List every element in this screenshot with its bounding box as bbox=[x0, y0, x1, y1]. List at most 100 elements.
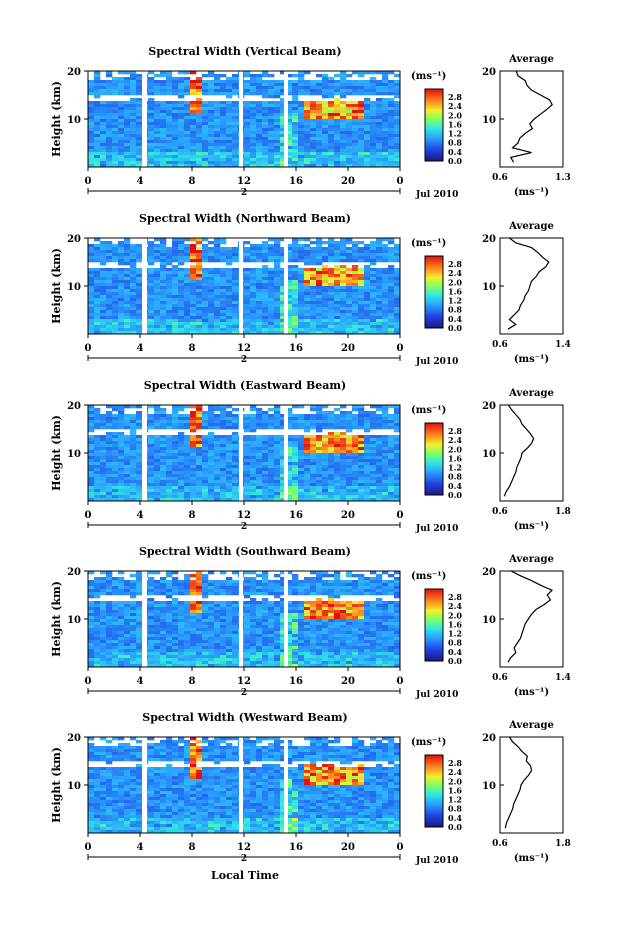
avg-x-tick-label: 1.4 bbox=[555, 340, 571, 350]
heatmap bbox=[88, 737, 401, 834]
avg-y-tick-label: 20 bbox=[482, 234, 496, 245]
data-gap bbox=[284, 405, 288, 501]
y-axis-label: Height (km) bbox=[50, 81, 63, 157]
avg-y-tick-label: 10 bbox=[482, 449, 496, 460]
y-axis-label: Height (km) bbox=[50, 747, 63, 823]
y-tick-label: 10 bbox=[67, 615, 81, 626]
average-title: Average bbox=[508, 720, 554, 731]
colorbar-tick-label: 2.4 bbox=[448, 435, 462, 445]
colorbar bbox=[424, 255, 444, 329]
x-tick-label: 0 bbox=[85, 510, 92, 521]
x-axis-label: Local Time bbox=[211, 869, 279, 882]
avg-x-tick-label: 1.3 bbox=[555, 173, 571, 183]
colorbar-tick-label: 2.8 bbox=[448, 592, 462, 602]
heatmap bbox=[88, 71, 401, 168]
panel-title: Spectral Width (Southward Beam) bbox=[139, 545, 351, 558]
colorbar-tick-label: 1.2 bbox=[448, 629, 462, 639]
y-tick-label: 10 bbox=[67, 781, 81, 792]
data-gap bbox=[239, 737, 243, 833]
avg-x-tick-label: 0.6 bbox=[492, 340, 508, 350]
panel-title: Spectral Width (Eastward Beam) bbox=[144, 379, 346, 392]
y-tick-label: 20 bbox=[67, 234, 81, 245]
colorbar-tick-label: 0.4 bbox=[448, 147, 462, 157]
panel-4: Spectral Width (Southward Beam)2010Heigh… bbox=[50, 545, 571, 700]
avg-x-tick-label: 1.8 bbox=[555, 839, 571, 849]
y-tick-label: 10 bbox=[67, 449, 81, 460]
heatmap bbox=[88, 238, 401, 335]
colorbar-unit: (ms⁻¹) bbox=[411, 405, 446, 416]
colorbar bbox=[424, 754, 444, 828]
colorbar-tick-label: 0.8 bbox=[448, 804, 462, 814]
avg-y-tick-label: 10 bbox=[482, 781, 496, 792]
panel-5: Spectral Width (Westward Beam)2010Height… bbox=[50, 711, 571, 866]
colorbar-tick-label: 2.0 bbox=[448, 610, 462, 620]
avg-x-tick-label: 0.6 bbox=[492, 507, 508, 517]
panel-1: Spectral Width (Vertical Beam) 20 10 Height… bbox=[50, 45, 571, 200]
avg-y-tick-label: 20 bbox=[482, 567, 496, 578]
colorbar bbox=[424, 422, 444, 496]
avg-x-tick-label: 1.8 bbox=[555, 507, 571, 517]
data-gap bbox=[142, 238, 147, 334]
average-profile: Average 20 10 0.6 1.4 (ms⁻¹) bbox=[482, 221, 571, 365]
avg-y-tick-label: 10 bbox=[482, 115, 496, 126]
colorbar-tick-label: 0.4 bbox=[448, 813, 462, 823]
average-title: Average bbox=[508, 388, 554, 399]
y-tick-label: 20 bbox=[67, 733, 81, 744]
data-gap bbox=[284, 238, 288, 334]
x-tick-label: 20 bbox=[341, 343, 355, 354]
colorbar-tick-label: 0.8 bbox=[448, 305, 462, 315]
x-tick-label: 8 bbox=[189, 676, 196, 687]
data-gap bbox=[284, 571, 288, 667]
x-tick-label: 0 bbox=[397, 343, 404, 354]
colorbar-unit: (ms⁻¹) bbox=[411, 238, 446, 249]
y-tick-label: 10 bbox=[67, 282, 81, 293]
average-unit: (ms⁻¹) bbox=[514, 187, 549, 198]
average-unit: (ms⁻¹) bbox=[514, 521, 549, 532]
date-label: Jul 2010 bbox=[415, 856, 458, 866]
data-gap bbox=[239, 405, 243, 501]
avg-y-tick-label: 20 bbox=[482, 67, 496, 78]
colorbar-tick-label: 0.0 bbox=[448, 323, 462, 333]
x-tick-label: 16 bbox=[289, 176, 303, 187]
x-tick-label: 12 bbox=[237, 343, 251, 354]
x-tick-label: 20 bbox=[341, 842, 355, 853]
colorbar-tick-label: 2.0 bbox=[448, 110, 462, 120]
y-tick-label: 20 bbox=[67, 67, 81, 78]
x-tick-label: 4 bbox=[137, 510, 144, 521]
average-unit: (ms⁻¹) bbox=[514, 354, 549, 365]
colorbar-tick-label: 2.0 bbox=[448, 444, 462, 454]
heatmap bbox=[88, 571, 401, 668]
average-title: Average bbox=[508, 554, 554, 565]
date-label: Jul 2010 bbox=[415, 524, 458, 534]
x-tick-label: 0 bbox=[85, 176, 92, 187]
x-tick-label: 16 bbox=[289, 842, 303, 853]
data-gap bbox=[142, 737, 147, 833]
colorbar-tick-label: 0.4 bbox=[448, 481, 462, 491]
average-profile: Average 20 10 0.6 1.3 (ms⁻¹) bbox=[482, 54, 571, 198]
x-tick-label: 8 bbox=[189, 842, 196, 853]
data-gap bbox=[239, 71, 243, 167]
y-tick-label: 20 bbox=[67, 567, 81, 578]
colorbar-tick-label: 0.0 bbox=[448, 156, 462, 166]
day-label: 2 bbox=[241, 355, 247, 365]
data-gap bbox=[142, 405, 147, 501]
x-tick-label: 0 bbox=[397, 510, 404, 521]
average-profile: Average 20 10 0.6 1.8 (ms⁻¹) bbox=[482, 720, 571, 864]
x-tick-label: 16 bbox=[289, 343, 303, 354]
colorbar-tick-label: 2.8 bbox=[448, 92, 462, 102]
x-tick-label: 16 bbox=[289, 510, 303, 521]
x-tick-label: 12 bbox=[237, 842, 251, 853]
colorbar-tick-label: 1.2 bbox=[448, 129, 462, 139]
x-tick-label: 0 bbox=[397, 676, 404, 687]
colorbar bbox=[424, 588, 444, 662]
colorbar-tick-label: 2.8 bbox=[448, 426, 462, 436]
colorbar-tick-label: 1.6 bbox=[448, 119, 462, 129]
y-tick-label: 10 bbox=[67, 115, 81, 126]
panel-title: Spectral Width (Vertical Beam) bbox=[148, 45, 341, 58]
colorbar-tick-label: 2.8 bbox=[448, 259, 462, 269]
heatmap bbox=[88, 405, 401, 502]
average-title: Average bbox=[508, 221, 554, 232]
x-tick-label: 20 bbox=[341, 176, 355, 187]
x-tick-label: 0 bbox=[85, 676, 92, 687]
colorbar bbox=[424, 88, 444, 162]
